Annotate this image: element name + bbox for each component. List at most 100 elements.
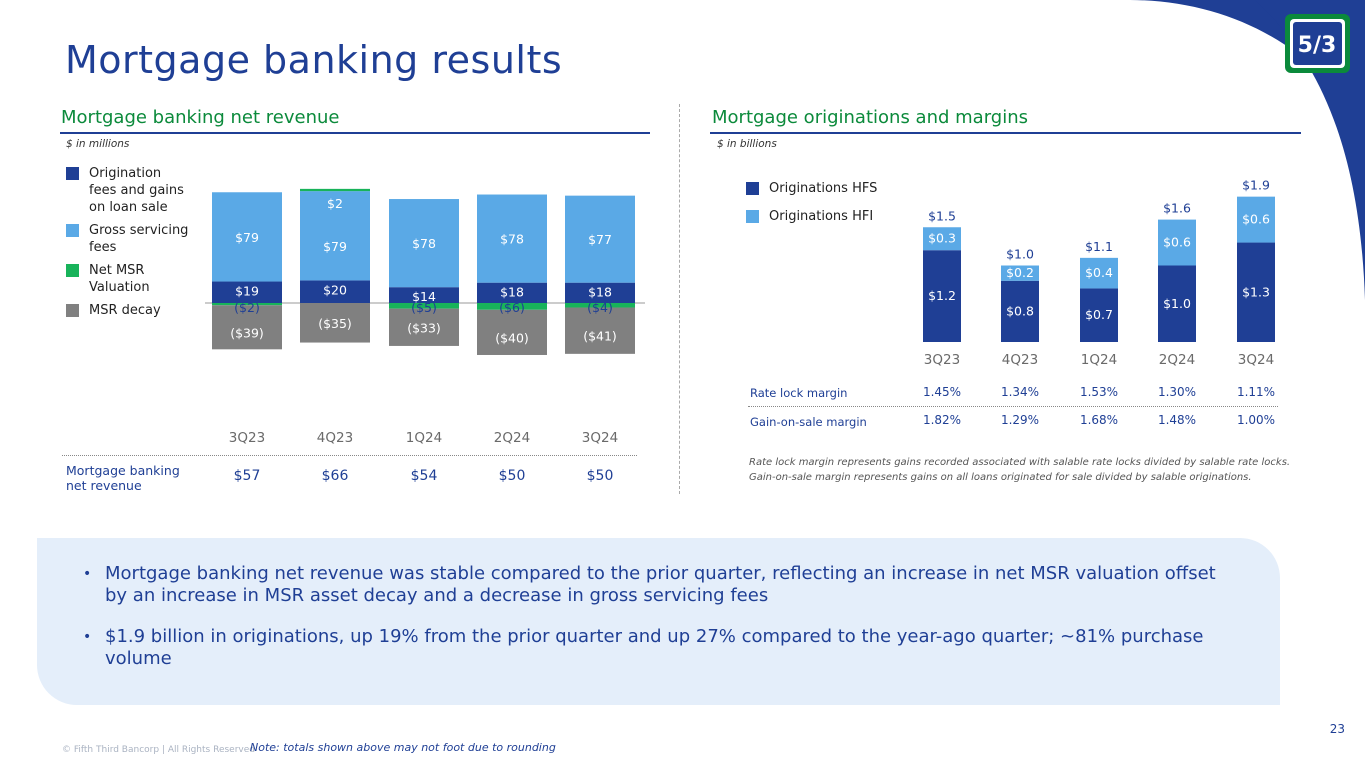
bar-gross-servicing-fees-3q23 <box>212 192 282 282</box>
rate-lock-footnote: Rate lock margin represents gains record… <box>749 457 1291 468</box>
summary-box: • Mortgage banking net revenue was stabl… <box>37 538 1280 705</box>
legend-swatch-net-msr <box>66 264 79 277</box>
net-revenue-2q24: $50 <box>498 468 526 484</box>
left-section-rule <box>60 132 650 134</box>
legend-item-originations-hfi: Originations HFI <box>746 208 877 225</box>
label-originations-hfs-4q23: $0.8 <box>1006 303 1034 318</box>
legend-item-gross-servicing: Gross servicing fees <box>66 222 189 256</box>
right-section-rule <box>710 132 1301 134</box>
label-msr-decay-3q24: ($41) <box>583 329 617 344</box>
total-label-2q24: $1.6 <box>1163 201 1191 216</box>
legend-swatch-gross-servicing <box>66 224 79 237</box>
bullet-1: • Mortgage banking net revenue was stabl… <box>83 563 1233 607</box>
bar-net-msr-valuation-3q24 <box>565 303 635 308</box>
bar-msr-decay-3q23 <box>212 305 282 350</box>
total-label-1q24: $1.1 <box>1085 239 1113 254</box>
bullet-marker: • <box>83 629 92 645</box>
fifth-third-logo: 5/3 <box>1285 14 1350 73</box>
bar-gross-servicing-fees-4q23 <box>300 191 370 281</box>
x-tick-2q24: 2Q24 <box>1159 352 1195 368</box>
legend-label-net-msr: Net MSR Valuation <box>89 263 150 295</box>
bar-net-msr-valuation-3q23 <box>212 303 282 306</box>
right-units-label: $ in billions <box>717 138 777 150</box>
label-msr-decay-2q24: ($40) <box>495 330 529 345</box>
bar-originations-hfs-2q24 <box>1158 265 1196 342</box>
bar-net-msr-valuation-4q23 <box>300 188 370 192</box>
bullet-marker: • <box>83 566 92 582</box>
x-tick-2q24: 2Q24 <box>494 430 530 446</box>
label-originations-hfi-2q24: $0.6 <box>1163 235 1191 250</box>
x-tick-4q23: 4Q23 <box>317 430 353 446</box>
bar-origination-fees-and-gains-on-loan-sale-3q23 <box>212 281 282 303</box>
x-tick-4q23: 4Q23 <box>1002 352 1038 368</box>
label-originations-hfs-2q24: $1.0 <box>1163 296 1191 311</box>
legend-swatch-originations-hfi <box>746 210 759 223</box>
label-gross-servicing-fees-3q23: $79 <box>235 230 259 245</box>
right-stacked-bar-chart: $1.2 $0.3 $1.5 3Q23 $0.8 $0.2 $1.0 4Q23 $0.7 $0.4… <box>923 178 1275 368</box>
bar-originations-hfi-4q23 <box>1001 265 1039 281</box>
x-tick-1q24: 1Q24 <box>1081 352 1117 368</box>
label-origination-fees-and-gains-on-loan-sale-4q23: $20 <box>323 282 347 297</box>
gain-on-sale-footnote: Gain-on-sale margin represents gains on … <box>749 472 1252 483</box>
label-net-msr-valuation-3q24: ($4) <box>587 300 613 315</box>
bar-gross-servicing-fees-3q24 <box>565 195 635 283</box>
bar-originations-hfi-3q24 <box>1237 196 1275 243</box>
label-origination-fees-and-gains-on-loan-sale-1q24: $14 <box>412 289 436 304</box>
label-originations-hfs-3q24: $1.3 <box>1242 284 1270 299</box>
bar-origination-fees-and-gains-on-loan-sale-4q23 <box>300 280 370 303</box>
net-revenue-3q24: $50 <box>586 468 614 484</box>
label-origination-fees-and-gains-on-loan-sale-2q24: $18 <box>500 285 524 300</box>
left-section-title: Mortgage banking net revenue <box>61 107 340 128</box>
gain-on-sale-margin-label: Gain-on-sale margin <box>750 415 867 429</box>
logo-text: 5/3 <box>1298 33 1337 58</box>
net-revenue-row-label: Mortgage banking net revenue <box>66 463 180 493</box>
label-origination-fees-and-gains-on-loan-sale-3q24: $18 <box>588 285 612 300</box>
legend-item-msr-decay: MSR decay <box>66 302 189 319</box>
label-gross-servicing-fees-2q24: $78 <box>500 232 524 247</box>
legend-item-originations-hfs: Originations HFS <box>746 180 877 197</box>
label-originations-hfs-3q23: $1.2 <box>928 288 956 303</box>
label-msr-decay-3q23: ($39) <box>230 325 264 340</box>
bar-originations-hfs-3q23 <box>923 250 961 342</box>
rate-lock-margin-label: Rate lock margin <box>750 386 848 400</box>
page-title: Mortgage banking results <box>65 38 563 82</box>
net-revenue-1q24: $54 <box>410 468 438 484</box>
gain-on-sale-margin-2q24: 1.48% <box>1157 413 1197 427</box>
bar-msr-decay-3q24 <box>565 307 635 354</box>
x-tick-3q24: 3Q24 <box>1238 352 1274 368</box>
label-gross-servicing-fees-3q24: $77 <box>588 232 612 247</box>
x-tick-3q23: 3Q23 <box>229 430 265 446</box>
legend-swatch-msr-decay <box>66 304 79 317</box>
bar-origination-fees-and-gains-on-loan-sale-1q24 <box>389 287 459 303</box>
bar-msr-decay-1q24 <box>389 308 459 346</box>
bar-originations-hfi-1q24 <box>1080 257 1118 289</box>
bar-originations-hfs-4q23 <box>1001 280 1039 342</box>
x-tick-3q23: 3Q23 <box>924 352 960 368</box>
bar-msr-decay-4q23 <box>300 303 370 343</box>
bar-gross-servicing-fees-1q24 <box>389 199 459 288</box>
net-revenue-3q23: $57 <box>233 468 261 484</box>
rate-lock-margin-3q24: 1.11% <box>1236 385 1276 399</box>
label-originations-hfi-4q23: $0.2 <box>1006 265 1034 280</box>
legend-item-net-msr: Net MSR Valuation <box>66 262 189 296</box>
rate-lock-margin-4q23: 1.34% <box>1000 385 1040 399</box>
bar-net-msr-valuation-2q24 <box>477 303 547 310</box>
copyright: © Fifth Third Bancorp | All Rights Reser… <box>62 745 255 755</box>
label-net-msr-valuation-3q23: ($2) <box>234 300 260 315</box>
label-msr-decay-4q23: ($35) <box>318 316 352 331</box>
legend-swatch-originations-hfs <box>746 182 759 195</box>
bar-gross-servicing-fees-2q24 <box>477 194 547 283</box>
bar-origination-fees-and-gains-on-loan-sale-2q24 <box>477 282 547 303</box>
gain-on-sale-margin-1q24: 1.68% <box>1079 413 1119 427</box>
legend-label-originations-hfi: Originations HFI <box>769 209 874 224</box>
label-net-msr-valuation-4q23: $2 <box>327 196 343 211</box>
margin-table-divider <box>748 406 1278 407</box>
right-legend: Originations HFS Originations HFI <box>746 180 877 225</box>
label-gross-servicing-fees-4q23: $79 <box>323 239 347 254</box>
left-units-label: $ in millions <box>66 138 130 150</box>
legend-label-msr-decay: MSR decay <box>89 303 161 318</box>
bullet-2: • $1.9 billion in originations, up 19% f… <box>83 626 1233 670</box>
total-label-4q23: $1.0 <box>1006 247 1034 262</box>
left-stacked-bar-chart: $19 $79 ($2) ($39) 3Q23 $20 $79 $2 ($35) 4Q23 $14 $… <box>205 188 645 446</box>
